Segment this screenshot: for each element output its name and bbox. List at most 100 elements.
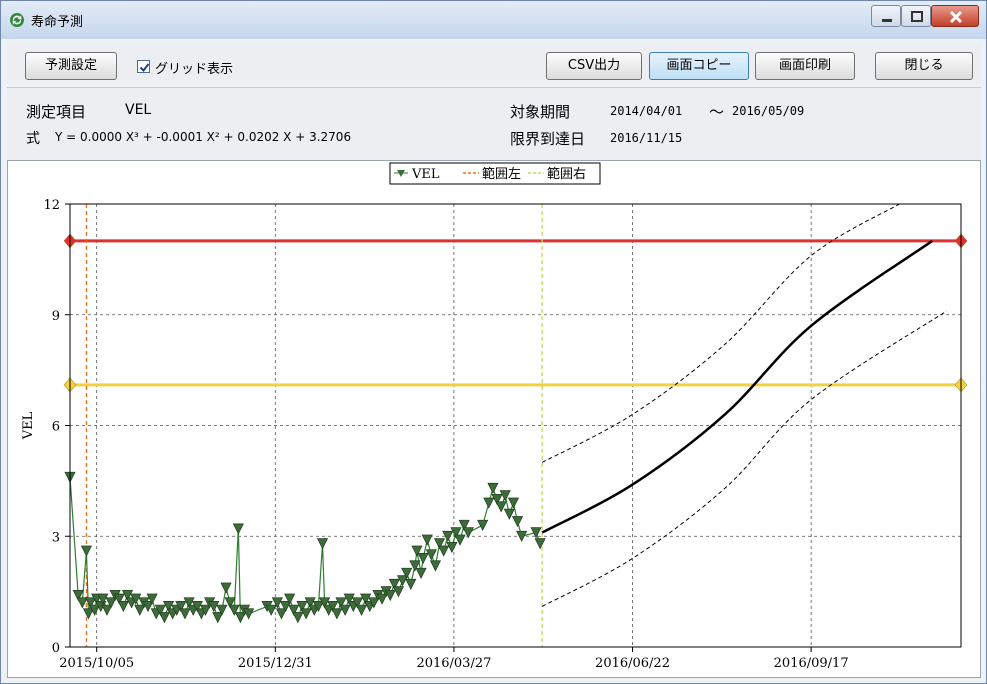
vel-data-point: [304, 597, 316, 609]
measure-item-value: VEL: [125, 102, 152, 118]
vel-data-point: [462, 527, 474, 539]
x-tick-label: 2016/06/22: [595, 656, 670, 671]
vel-data-point: [84, 597, 97, 609]
vel-data-point: [376, 593, 388, 605]
vel-data-point: [458, 519, 470, 531]
vel-data-point: [265, 604, 277, 616]
x-tick-label: 2015/10/05: [59, 656, 134, 671]
prediction-curves: [541, 203, 947, 607]
vel-series: [64, 471, 546, 624]
vel-data-point: [368, 597, 380, 609]
vel-data-point: [360, 593, 372, 605]
vel-data-point: [154, 604, 166, 616]
maximize-icon: [911, 11, 923, 22]
vel-data-point: [401, 567, 413, 579]
period-end: 2016/05/09: [732, 104, 805, 118]
gridlines: [70, 204, 961, 647]
formula-label: 式: [26, 131, 40, 147]
vel-data-point: [191, 601, 203, 613]
y-tick-label: 0: [52, 641, 60, 656]
minimize-button[interactable]: [871, 5, 901, 27]
vel-data-point: [243, 608, 255, 620]
vel-data-point: [450, 527, 462, 539]
y-tick-label: 12: [43, 198, 60, 213]
target-period-label: 対象期間: [510, 103, 571, 121]
vel-data-point: [208, 601, 220, 613]
vel-data-point: [417, 553, 429, 565]
vel-data-point: [162, 601, 175, 613]
csv-export-button[interactable]: CSV出力: [546, 52, 642, 80]
vel-data-point: [339, 604, 351, 616]
vel-data-point: [284, 593, 296, 605]
grid-checkbox[interactable]: [137, 60, 150, 73]
vel-data-point: [212, 612, 224, 624]
vel-data-point: [224, 597, 236, 609]
vel-data-point: [117, 601, 129, 613]
vel-data-point: [388, 578, 400, 591]
prediction-upper-curve: [541, 203, 900, 463]
y-axis-label: VEL: [21, 411, 36, 440]
threshold-lines: [63, 233, 968, 393]
vel-data-point: [134, 604, 146, 616]
vel-data-point: [271, 597, 283, 609]
screen-print-button[interactable]: 画面印刷: [755, 52, 855, 80]
y-tick-label: 3: [52, 530, 60, 545]
vel-data-point: [507, 497, 520, 509]
y-axis-ticks: 0 3 6 9 12: [43, 198, 70, 656]
vel-data-point: [105, 597, 117, 609]
x-tick-label: 2015/12/31: [238, 656, 313, 671]
vel-data-point: [491, 493, 503, 506]
vel-data-point: [97, 593, 109, 605]
vel-data-point: [89, 604, 101, 616]
vel-data-point: [335, 597, 347, 609]
grid-checkbox-label[interactable]: グリッド表示: [155, 62, 234, 77]
vel-data-point: [343, 593, 355, 605]
vel-data-point: [429, 560, 441, 572]
legend-box: [389, 162, 601, 185]
maximize-button[interactable]: [901, 5, 931, 27]
screen-copy-button[interactable]: 画面コピー: [649, 52, 749, 80]
x-tick-label: 2016/03/27: [416, 656, 491, 671]
toolbar: 予測設定 グリッド表示 CSV出力 画面コピー 画面印刷 閉じる: [7, 43, 981, 85]
vel-data-point: [477, 519, 489, 531]
x-tick-label: 2016/09/17: [774, 656, 849, 671]
measure-item-label: 測定項目: [26, 103, 87, 121]
minimize-icon: [882, 19, 892, 22]
close-button[interactable]: 閉じる: [875, 52, 973, 80]
vel-data-point: [499, 490, 511, 502]
vel-data-point: [405, 578, 417, 591]
vel-data-point: [292, 612, 304, 624]
legend-vel-label: VEL: [411, 167, 440, 182]
limit-date-value: 2016/11/15: [610, 131, 683, 145]
app-icon: [10, 13, 24, 27]
window-close-button[interactable]: [931, 5, 979, 27]
vel-data-point: [316, 538, 329, 550]
vel-data-point: [446, 541, 458, 554]
vel-data-point: [234, 612, 246, 624]
vel-data-point: [319, 597, 331, 609]
vel-data-point: [175, 601, 187, 613]
vel-data-point: [442, 530, 454, 543]
vel-data-point: [487, 482, 499, 495]
prediction-curve: [541, 239, 933, 534]
vel-data-point: [76, 597, 88, 609]
legend: VEL 範囲左 範囲右: [389, 162, 601, 185]
vel-data-point: [82, 608, 95, 620]
title-bar[interactable]: 寿命予測: [1, 1, 986, 39]
vel-data-point: [158, 612, 171, 624]
vel-data-point: [409, 560, 421, 572]
vel-data-point: [232, 523, 244, 535]
vel-data-point: [228, 604, 240, 616]
predict-settings-button[interactable]: 予測設定: [25, 52, 117, 80]
vel-data-point: [275, 608, 288, 620]
vel-data-point: [296, 601, 308, 613]
vel-data-point: [433, 538, 446, 550]
vel-data-point: [300, 608, 312, 620]
vel-data-point: [483, 497, 495, 509]
limit-date-label: 限界到達日: [510, 130, 586, 148]
vel-data-point: [495, 501, 507, 513]
vel-data-point: [288, 604, 300, 616]
window-title: 寿命予測: [31, 15, 84, 30]
vel-data-point: [80, 545, 92, 557]
